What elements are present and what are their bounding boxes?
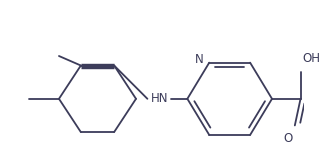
Text: N: N [195,53,204,66]
Text: HN: HN [151,92,169,105]
Text: OH: OH [302,52,320,65]
Text: O: O [284,132,293,145]
